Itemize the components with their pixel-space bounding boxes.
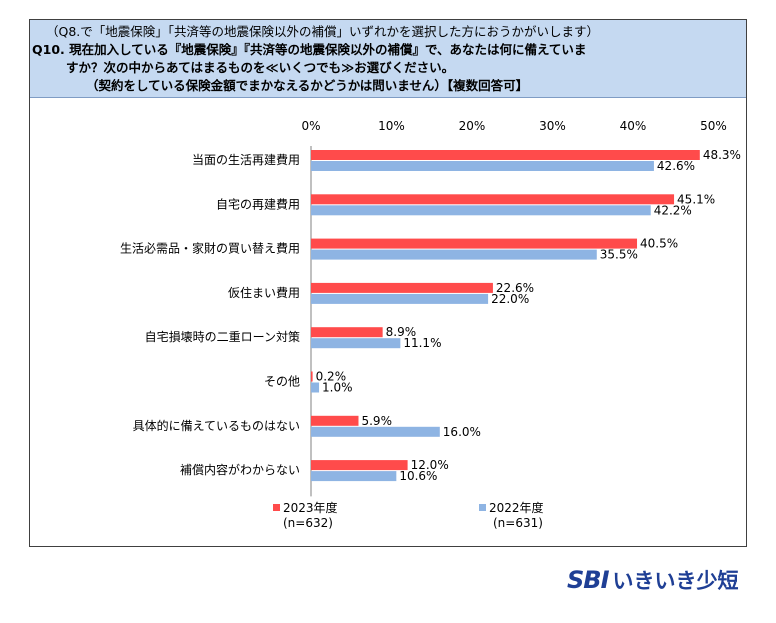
data-label: 8.9% xyxy=(386,325,417,339)
logo-name: いきいき少短 xyxy=(612,569,739,593)
data-label: 42.6% xyxy=(657,159,695,173)
x-tick-label: 20% xyxy=(459,119,486,133)
question-line-1: Q10. 現在加入している『地震保険』『共済等の地震保険以外の補償』で、あなたは… xyxy=(32,42,587,57)
legend-swatch-2023 xyxy=(273,504,280,511)
category-label: 具体的に備えているものはない xyxy=(133,418,300,433)
bar-2023年度-1 xyxy=(311,194,675,205)
question-line-3: （契約をしている保険金額でまかなえるかどうかは問いません）【複数回答可】 xyxy=(86,78,529,93)
bar-2023年度-0 xyxy=(311,150,700,160)
bar-2022年度-0 xyxy=(311,161,654,171)
x-tick-label: 50% xyxy=(700,119,727,133)
data-label: 10.6% xyxy=(399,469,437,483)
x-tick-label: 10% xyxy=(378,119,405,133)
chart-frame: （Q8.で「地震保険」「共済等の地震保険以外の補償」いずれかを選択した方におうか… xyxy=(29,19,747,547)
legend-swatch-2022 xyxy=(479,504,486,511)
x-tick-label: 0% xyxy=(301,119,320,133)
data-label: 11.1% xyxy=(403,336,441,350)
legend-label-2023: 2023年度 xyxy=(283,501,338,515)
legend-n-2022: (n=631) xyxy=(493,516,543,530)
data-label: 45.1% xyxy=(677,192,715,206)
question-precondition: （Q8.で「地震保険」「共済等の地震保険以外の補償」いずれかを選択した方におうか… xyxy=(46,24,600,39)
bar-2023年度-5 xyxy=(311,371,313,382)
data-label: 12.0% xyxy=(411,458,449,472)
x-tick-label: 30% xyxy=(539,119,566,133)
data-label: 35.5% xyxy=(600,248,638,262)
bar-2023年度-4 xyxy=(311,327,383,338)
category-label: 仮住まい費用 xyxy=(228,285,300,300)
bar-2023年度-3 xyxy=(311,282,493,293)
bar-2023年度-7 xyxy=(311,460,408,471)
bar-2023年度-6 xyxy=(311,415,359,426)
data-label: 22.0% xyxy=(491,292,529,306)
bar-2022年度-6 xyxy=(311,426,440,437)
category-label: 自宅の再建費用 xyxy=(216,196,300,211)
bar-2022年度-3 xyxy=(311,293,489,304)
category-label: その他 xyxy=(264,375,300,389)
legend-2023: 2023年度 (n=632) xyxy=(273,499,338,530)
data-label: 1.0% xyxy=(322,381,353,395)
category-label: 自宅損壊時の二重ローン対策 xyxy=(145,329,300,344)
data-label: 40.5% xyxy=(640,237,678,251)
bar-2022年度-2 xyxy=(311,249,597,260)
question-header: （Q8.で「地震保険」「共済等の地震保険以外の補償」いずれかを選択した方におうか… xyxy=(30,20,746,98)
data-label: 16.0% xyxy=(443,425,481,439)
data-label: 0.2% xyxy=(316,370,347,384)
category-label: 当面の生活再建費用 xyxy=(192,152,300,167)
legend-n-2023: (n=632) xyxy=(283,516,333,530)
bar-2022年度-7 xyxy=(311,471,397,482)
question-line-2: すか？次の中からあてはまるものを≪いくつでも≫お選びください。 xyxy=(66,60,455,75)
data-label: 5.9% xyxy=(361,414,392,428)
data-label: 48.3% xyxy=(703,148,741,162)
legend-2022: 2022年度 (n=631) xyxy=(479,499,544,530)
x-tick-label: 40% xyxy=(620,119,647,133)
category-label: 生活必需品・家財の買い替え費用 xyxy=(120,241,300,256)
bar-2023年度-2 xyxy=(311,238,638,249)
bar-2022年度-4 xyxy=(311,338,401,349)
legend-label-2022: 2022年度 xyxy=(489,501,544,515)
bar-chart: 0% 10% 20% 30% 40% 50% 当面の生活再建費用 48.3% 42.6% 自宅の再… xyxy=(120,119,741,497)
category-label: 補償内容がわからない xyxy=(180,462,300,477)
data-label: 42.2% xyxy=(654,203,692,217)
sbi-ikiiki-logo: SBI いきいき少短 xyxy=(567,565,739,599)
logo-brand: SBI xyxy=(567,566,610,594)
bar-2022年度-1 xyxy=(311,205,651,216)
bar-2022年度-5 xyxy=(311,382,320,393)
data-label: 22.6% xyxy=(496,281,534,295)
